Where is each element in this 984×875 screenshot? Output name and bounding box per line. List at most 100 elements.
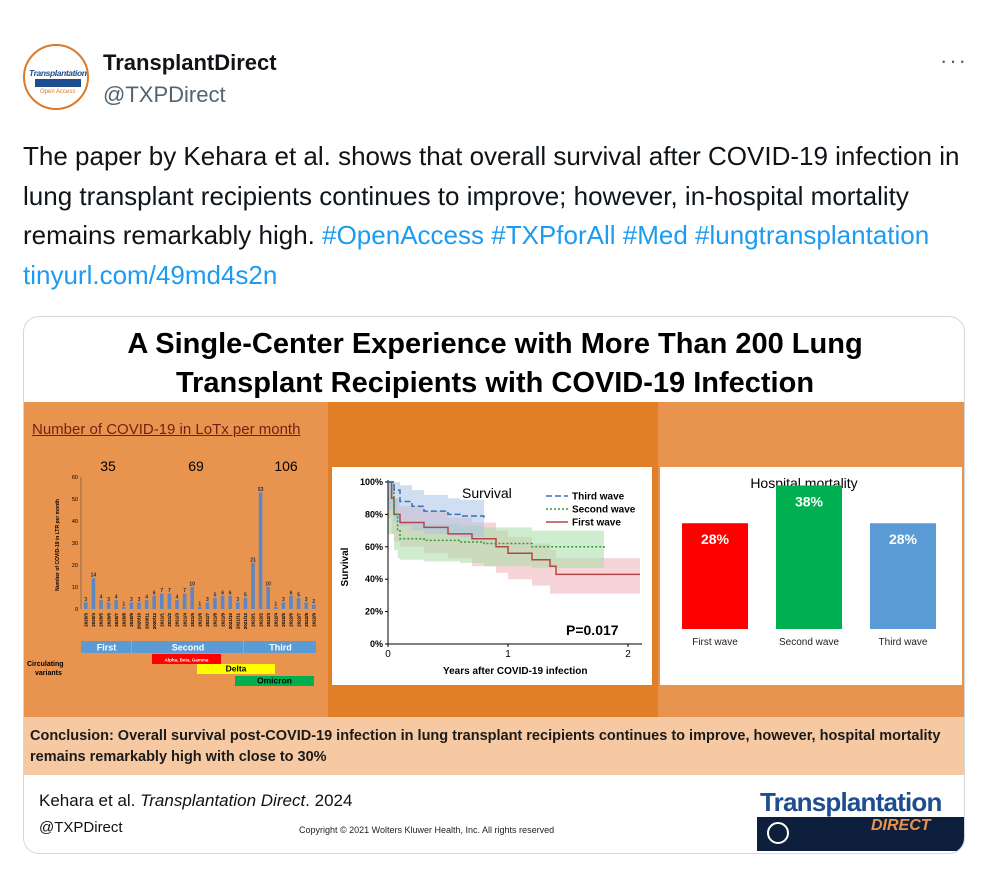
wave-total-1: 35 (100, 458, 116, 474)
y-tick-label: 20 (72, 563, 78, 569)
bar-2022/8 (304, 602, 308, 609)
graphic-title: A Single-Center Experience with More Tha… (24, 325, 964, 403)
survival-x-tick-label: 1 (505, 649, 511, 660)
variant-label: Alpha, Beta, Gamma (165, 658, 209, 663)
x-tick-label: 2020/9 (129, 613, 134, 627)
ci-band-third-wave (388, 482, 484, 538)
bar-value-label: 53 (258, 487, 264, 493)
covid-per-month-title: Number of COVID-19 in LoTx per month (32, 421, 301, 438)
y-tick-label: 10 (72, 585, 78, 591)
wave-band-second (132, 641, 243, 653)
bar-2021/5 (190, 587, 194, 609)
y-tick-label: 0 (75, 607, 78, 613)
survival-line-first-wave (388, 481, 640, 576)
x-tick-label: 2020/3 (84, 613, 89, 627)
legend-label: First wave (572, 518, 621, 529)
display-name[interactable]: TransplantDirect (103, 50, 277, 75)
more-options-icon[interactable]: ··· (940, 48, 968, 73)
x-tick-label: 2022/8 (304, 613, 309, 627)
bar-2021/10 (228, 595, 232, 609)
hashtag-lungtransplantation[interactable]: #lungtransplantation (695, 220, 930, 250)
conclusion-text: Conclusion: Overall survival post-COVID-… (24, 717, 964, 775)
graphic-title-line2: Transplant Recipients with COVID-19 Infe… (175, 367, 815, 399)
hospital-mortality-chart: Hospital mortality 28%First wave38%Secon… (660, 467, 962, 685)
bar-2022/4 (274, 606, 278, 609)
bar-value-label: 21 (250, 557, 256, 563)
variant-band-2 (197, 664, 275, 674)
bar-value-label: 14 (91, 573, 97, 579)
x-tick-label: 2022/5 (281, 613, 286, 627)
variant-label: Delta (226, 664, 247, 674)
hashtag-openaccess[interactable]: #OpenAccess (322, 220, 484, 250)
bar-2021/7 (205, 602, 210, 609)
survival-y-tick-label: 80% (365, 509, 383, 519)
x-tick-label: 2022/2 (258, 613, 263, 627)
x-tick-label: 2020/8 (122, 613, 127, 627)
survival-x-axis-label: Years after COVID-19 infection (443, 666, 588, 677)
bar-value-label: 1 (274, 601, 277, 607)
bar-value-label: 5 (297, 593, 300, 599)
profile-avatar[interactable]: Transplantation Open Access (23, 44, 89, 110)
graphic-twitter-handle: @TXPDirect (39, 819, 123, 836)
bar-2020/9 (129, 602, 134, 609)
x-tick-label: 2021/9 (220, 613, 225, 627)
mortality-category-label: Third wave (879, 637, 928, 648)
survival-title: Survival (462, 485, 512, 501)
bar-2022/3 (266, 587, 270, 609)
wave-label: Second (172, 643, 205, 653)
y-axis-label: Number of COVID-19 in LTR per month (55, 499, 61, 591)
user-handle[interactable]: @TXPDirect (103, 82, 226, 107)
x-tick-label: 2022/4 (274, 613, 279, 627)
avatar-open-access-text: Open Access (40, 89, 76, 95)
bar-2021/1 (160, 593, 164, 609)
avatar-logo-bar (35, 79, 81, 87)
bar-value-label: 4 (115, 595, 118, 601)
journal-logo-bar (757, 817, 964, 851)
bar-value-label: 2 (312, 599, 315, 605)
bar-value-label: 7 (183, 588, 186, 594)
survival-x-tick-label: 2 (625, 649, 631, 660)
bar-value-label: 4 (176, 595, 179, 601)
bar-value-label: 3 (130, 597, 133, 603)
bar-2020/4 (91, 578, 96, 609)
x-tick-label: 2021/1 (160, 613, 165, 627)
bar-value-label: 5 (244, 593, 247, 599)
media-image-card[interactable]: A Single-Center Experience with More Tha… (23, 316, 965, 854)
avatar-logo-text: Transplantation (29, 68, 87, 78)
bar-2022/6 (289, 595, 293, 609)
bar-2021/11 (236, 602, 240, 609)
survival-line-second-wave (388, 481, 605, 549)
hashtag-txpforall[interactable]: #TXPforAll (491, 220, 616, 250)
wave-total-2: 69 (188, 458, 204, 474)
x-tick-label: 2022/3 (266, 613, 271, 627)
graphic-title-line1: A Single-Center Experience with More Tha… (127, 328, 863, 360)
bar-value-label: 3 (138, 597, 141, 603)
x-tick-label: 2020/5 (99, 613, 104, 627)
bar-value-label: 6 (290, 590, 293, 596)
bar-2020/11 (144, 600, 149, 609)
bar-2020/5 (99, 600, 103, 609)
hashtag-med[interactable]: #Med (622, 220, 688, 250)
survival-panel: Survival 0% 20% 40% 60% 80% 100% 0 1 2 Third wav… (328, 402, 658, 717)
bar-value-label: 6 (153, 590, 156, 596)
bar-value-label: 3 (107, 597, 110, 603)
tweet-text-body: The paper by Kehara et al. shows that ov… (23, 141, 960, 250)
x-tick-label: 2020/11 (144, 613, 149, 630)
y-tick-label: 40 (72, 519, 78, 525)
legend-label: Third wave (572, 492, 625, 503)
bar-2021/2 (167, 593, 172, 609)
mortality-bar-3 (870, 523, 936, 629)
bar-value-label: 3 (84, 597, 87, 603)
variant-band-3 (235, 676, 314, 686)
survival-y-tick-label: 60% (365, 542, 383, 552)
bar-2020/3 (84, 602, 88, 609)
mortality-bar-2 (776, 485, 842, 629)
tweet-url-link[interactable]: tinyurl.com/49md4s2n (23, 259, 278, 290)
bar-value-label: 10 (189, 582, 195, 588)
mortality-bar-1 (682, 523, 748, 629)
variant-band-1 (152, 654, 221, 664)
x-tick-label: 2021/7 (205, 613, 210, 627)
bar-2020/12 (152, 595, 156, 609)
bar-value-label: 3 (305, 597, 308, 603)
x-tick-label: 2021/5 (190, 613, 195, 627)
